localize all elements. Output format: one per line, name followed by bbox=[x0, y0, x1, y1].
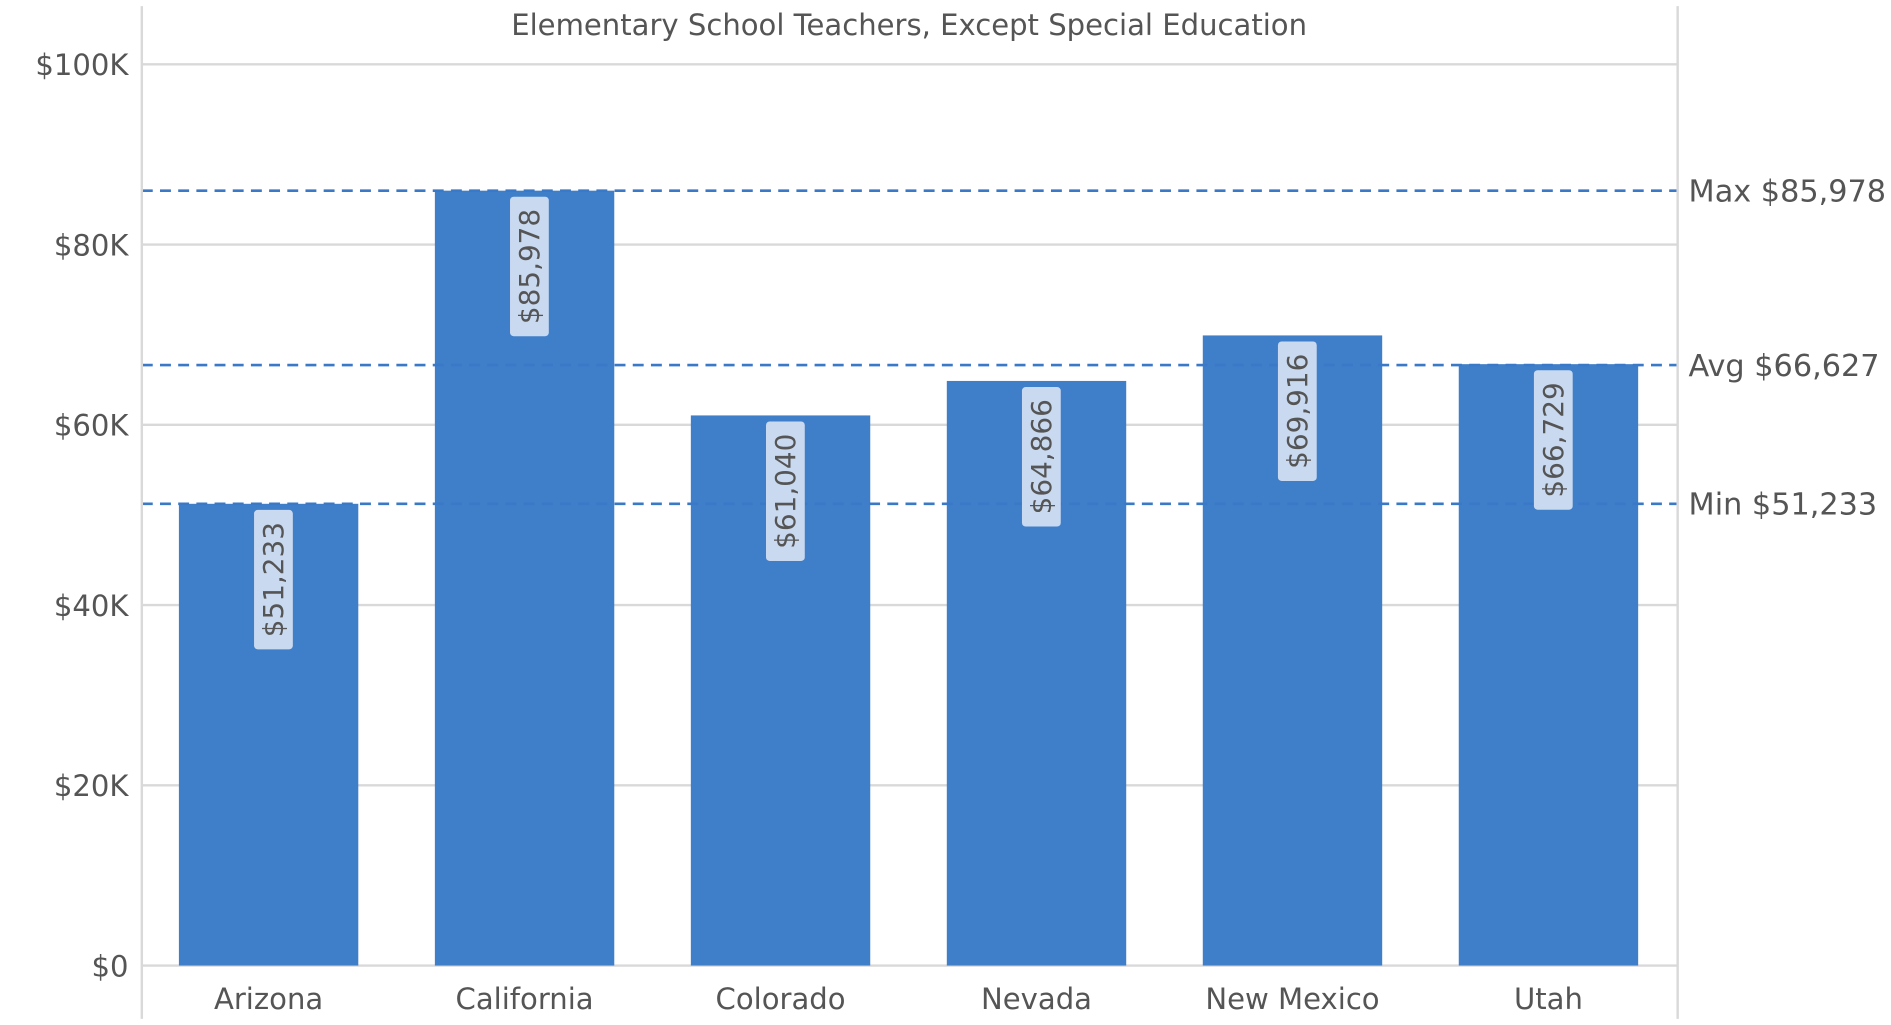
value-label: $51,233 bbox=[257, 522, 290, 637]
y-tick-label: $80K bbox=[54, 228, 130, 262]
x-tick-label: Utah bbox=[1514, 982, 1583, 1016]
x-tick-label: California bbox=[456, 982, 594, 1016]
x-tick-label: Colorado bbox=[716, 982, 846, 1016]
value-label: $85,978 bbox=[513, 209, 546, 324]
value-label-box bbox=[254, 509, 293, 650]
y-tick-label: $60K bbox=[54, 409, 130, 443]
reference-line-label: Max $85,978 bbox=[1689, 175, 1886, 210]
x-tick-label: Arizona bbox=[214, 982, 323, 1016]
chart-title: Elementary School Teachers, Except Speci… bbox=[511, 8, 1307, 42]
value-label: $69,916 bbox=[1281, 354, 1314, 469]
value-label: $64,866 bbox=[1025, 399, 1058, 514]
y-tick-label: $100K bbox=[35, 48, 129, 82]
x-tick-label: Nevada bbox=[981, 982, 1092, 1016]
value-label-box bbox=[765, 421, 805, 561]
y-tick-label: $20K bbox=[54, 769, 130, 803]
x-tick-label: New Mexico bbox=[1205, 982, 1379, 1016]
value-label: $61,040 bbox=[769, 434, 802, 549]
value-label-box bbox=[1533, 370, 1573, 510]
value-label-box bbox=[1277, 341, 1317, 481]
reference-line-label: Min $51,233 bbox=[1689, 488, 1878, 523]
value-label: $66,729 bbox=[1537, 382, 1570, 497]
y-tick-label: $40K bbox=[54, 589, 130, 623]
value-label-box bbox=[510, 196, 549, 337]
value-label-box bbox=[1021, 387, 1061, 527]
y-tick-label: $0 bbox=[91, 949, 128, 983]
reference-line-label: Avg $66,627 bbox=[1689, 349, 1880, 384]
